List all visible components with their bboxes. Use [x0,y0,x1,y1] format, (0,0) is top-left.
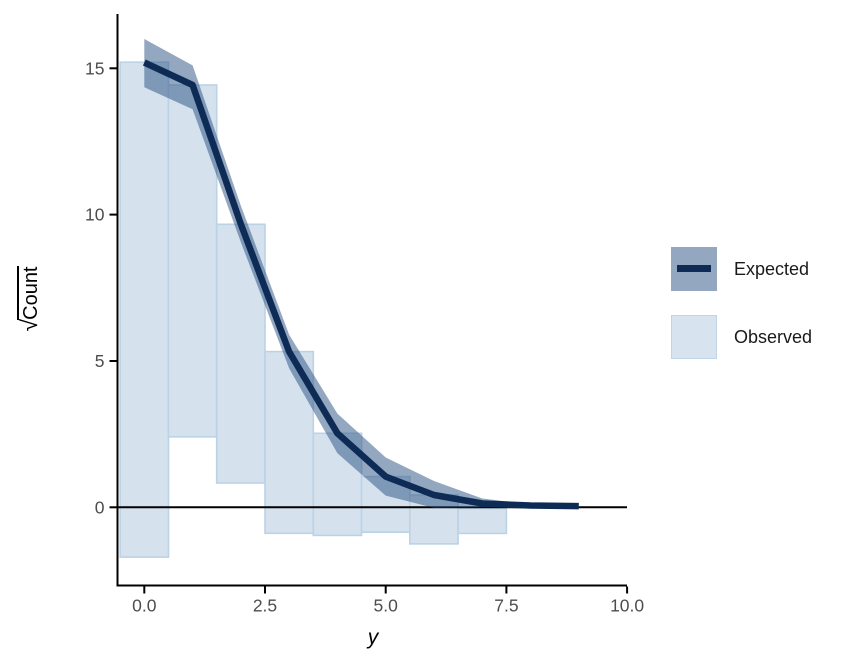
y-tick-label: 10 [85,205,105,225]
observed-bar [119,61,170,558]
x-axis: 0.0 2.5 5.0 7.5 10.0 [116,584,644,616]
legend: Expected Observed [671,247,812,383]
y-tick-label: 5 [95,351,105,371]
bars-group [119,61,508,558]
legend-entry-expected: Expected [671,247,812,291]
expected-line [142,59,579,510]
y-tick-label: 15 [85,58,104,78]
x-tick-label: 5.0 [374,596,399,616]
y-axis: 0 5 10 15 [85,14,119,587]
legend-label-expected: Expected [734,258,810,279]
x-tick-label: 0.0 [132,596,157,616]
expected-line-group [142,59,579,510]
observed-bar [457,507,508,535]
expected-ribbon [144,39,531,508]
y-axis-title: √Count [16,237,48,361]
legend-entry-observed: Observed [671,315,812,359]
x-tick-label: 7.5 [494,596,518,616]
sqrt-radical-symbol: √ [16,319,42,332]
y-tick-label: 0 [95,497,105,517]
ribbon-group [144,39,531,508]
expected-legend-key [671,247,717,291]
sqrt-radicand: Count [17,266,42,320]
observed-legend-key [671,315,717,359]
expected-line-swatch [677,265,711,272]
x-tick-label: 2.5 [253,596,277,616]
legend-label-observed: Observed [734,326,813,347]
x-axis-title: y [367,626,379,649]
x-tick-label: 10.0 [610,596,644,616]
